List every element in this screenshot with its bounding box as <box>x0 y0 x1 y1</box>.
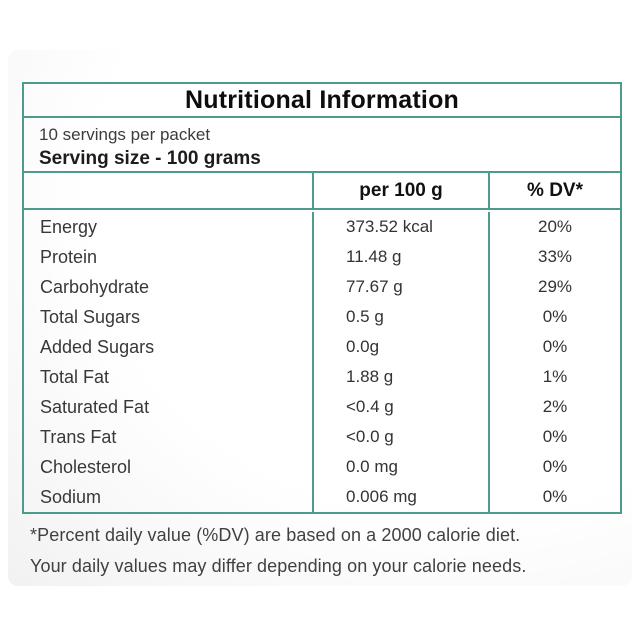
nutrient-label: Cholesterol <box>40 456 132 477</box>
nutrient-dv: 0% <box>488 332 620 362</box>
table-row: Total Fat 1.88 g 1% <box>24 362 620 392</box>
table-row: Total Sugars 0.5 g 0% <box>24 302 620 332</box>
nutrient-dv: 0% <box>488 452 620 482</box>
nutrient-label: Carbohydrate <box>40 276 150 297</box>
table-row: Energy 373.52 kcal 20% <box>24 212 620 242</box>
table-row: Trans Fat <0.0 g 0% <box>24 422 620 452</box>
footnote-line-2: Your daily values may differ depending o… <box>30 556 527 576</box>
table-row: Saturated Fat <0.4 g 2% <box>24 392 620 422</box>
table-header-row: per 100 g % DV* <box>24 173 620 210</box>
nutrient-label: Added Sugars <box>40 336 155 357</box>
nutrient-amount: <0.0 g <box>312 422 488 452</box>
table-title: Nutritional Information <box>24 84 620 118</box>
column-header-dv: % DV* <box>488 173 620 208</box>
nutrient-dv: 0% <box>488 482 620 512</box>
nutrient-label: Total Sugars <box>40 306 141 327</box>
nutrient-dv: 2% <box>488 392 620 422</box>
nutrient-amount: 77.67 g <box>312 272 488 302</box>
table-row: Added Sugars 0.0g 0% <box>24 332 620 362</box>
nutrient-amount: 1.88 g <box>312 362 488 392</box>
table-body: Energy 373.52 kcal 20% Protein 11.48 g 3… <box>24 210 620 512</box>
nutrient-dv: 0% <box>488 302 620 332</box>
column-header-amount: per 100 g <box>312 173 488 208</box>
nutrient-dv: 1% <box>488 362 620 392</box>
nutrient-dv: 29% <box>488 272 620 302</box>
nutrient-label: Trans Fat <box>40 426 117 447</box>
nutrient-amount: <0.4 g <box>312 392 488 422</box>
nutrient-amount: 0.5 g <box>312 302 488 332</box>
nutrient-amount: 11.48 g <box>312 242 488 272</box>
nutrient-label: Sodium <box>40 486 102 507</box>
nutrition-table: Nutritional Information 10 servings per … <box>22 82 622 514</box>
nutrient-label: Protein <box>40 246 98 267</box>
serving-info: 10 servings per packet Serving size - 10… <box>24 118 620 173</box>
nutrient-amount: 373.52 kcal <box>312 212 488 242</box>
column-header-nutrient <box>24 173 312 208</box>
nutrient-label: Energy <box>40 216 98 237</box>
table-row: Cholesterol 0.0 mg 0% <box>24 452 620 482</box>
table-row: Sodium 0.006 mg 0% <box>24 482 620 512</box>
footnote-line-1: *Percent daily value (%DV) are based on … <box>30 525 521 545</box>
nutrition-label-card: Nutritional Information 10 servings per … <box>8 50 632 586</box>
daily-value-footnote: *Percent daily value (%DV) are based on … <box>30 520 526 582</box>
nutrient-dv: 33% <box>488 242 620 272</box>
servings-per-packet: 10 servings per packet <box>39 125 211 144</box>
table-row: Protein 11.48 g 33% <box>24 242 620 272</box>
nutrient-label: Saturated Fat <box>40 396 150 417</box>
nutrient-label: Total Fat <box>40 366 110 387</box>
nutrient-dv: 0% <box>488 422 620 452</box>
table-row: Carbohydrate 77.67 g 29% <box>24 272 620 302</box>
nutrient-amount: 0.006 mg <box>312 482 488 512</box>
nutrient-amount: 0.0g <box>312 332 488 362</box>
serving-size: Serving size - 100 grams <box>39 148 261 169</box>
nutrient-dv: 20% <box>488 212 620 242</box>
nutrient-amount: 0.0 mg <box>312 452 488 482</box>
